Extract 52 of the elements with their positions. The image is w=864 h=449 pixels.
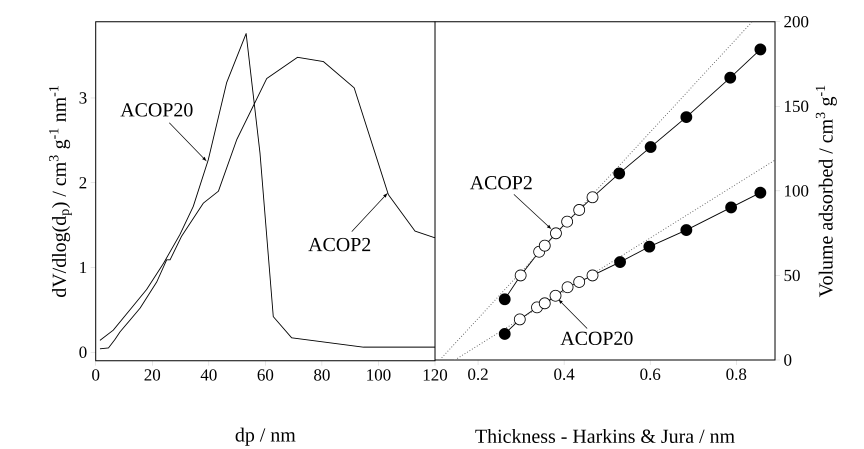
y-tick-label: 0 [79,346,87,358]
y-tick-label: 2 [79,177,86,188]
y-tick-label: 0 [784,354,792,366]
point [514,313,526,326]
point [538,240,551,252]
annotation: ACOP2 [470,176,532,190]
point [573,204,586,216]
x-tick-label: 60 [258,369,274,381]
x-tick-label: 20 [144,369,160,381]
x-tick-label: 0 [92,369,100,381]
point [538,297,551,310]
y-tick-label: 50 [784,270,800,282]
point [724,72,736,84]
point [586,191,598,204]
x-tick-label: 0.4 [554,368,574,380]
point [550,290,562,302]
point [644,141,657,153]
point [562,281,574,294]
x-tick-label: 40 [200,369,217,381]
point [498,293,511,306]
point [550,227,562,240]
y-tick-label: 100 [785,185,808,197]
x-tick-label: 100 [367,369,391,381]
point [725,202,738,214]
y-tick-label: 200 [784,16,808,28]
point [614,256,626,268]
point [586,270,598,282]
point [754,44,766,56]
point [754,186,766,199]
y-axis-title: dV/dlog(d$_{p}$) / cm$^{3}$ g$^{-1}$ nm$^{-1}$ [49,86,72,297]
point [498,328,511,340]
point [573,276,586,288]
point [680,224,692,236]
point [643,240,656,253]
annotation: ACOP20 [560,332,633,346]
x-axis-title: dp / nm [236,428,296,446]
x-tick-label: 0.6 [640,368,660,380]
point [561,216,574,228]
annotation: ACOP2 [308,238,370,252]
point [680,111,692,123]
point [514,270,527,282]
point [613,168,626,180]
x-tick-label: 0.8 [726,368,746,380]
x-tick-label: 80 [314,369,330,381]
y-tick-label: 1 [80,262,86,274]
y-tick-label: 3 [80,92,87,104]
y-tick-label: 150 [785,100,808,112]
x-axis-title: Thickness - Harkins & Jura / nm [475,428,735,443]
annotation: ACOP20 [120,103,193,117]
x-tick-label: 0.2 [468,368,488,380]
x-tick-label: 120 [424,369,448,381]
y-axis-title: Volume adsorbed / cm$^{3}$ g$^{-1}$ [816,86,837,298]
